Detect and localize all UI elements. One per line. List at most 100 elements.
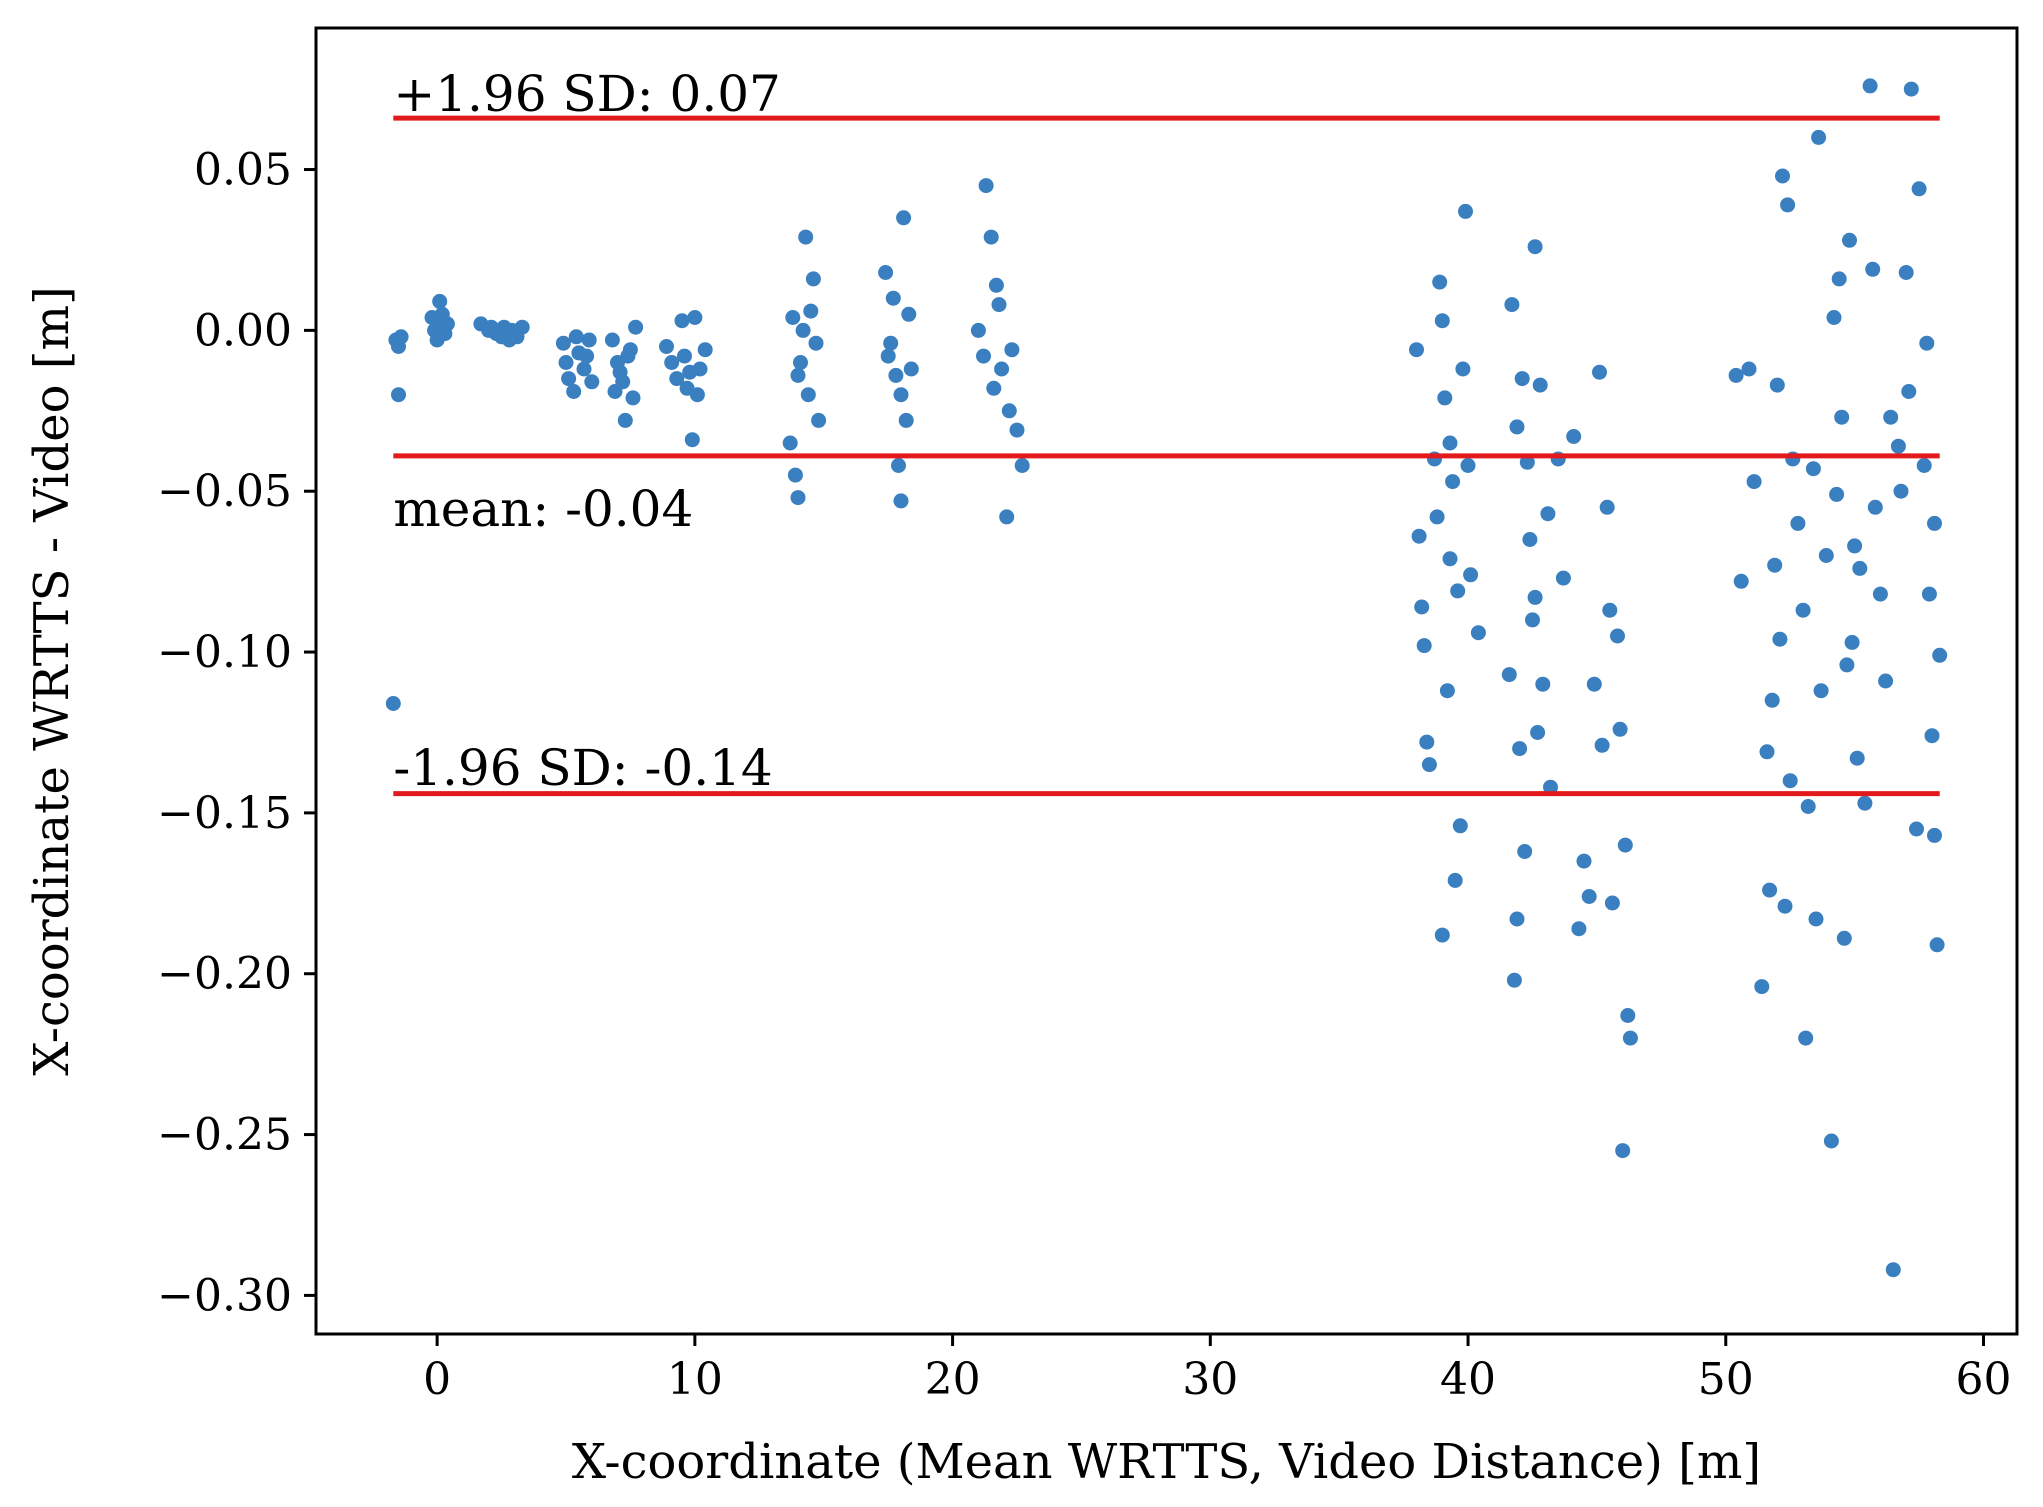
data-point (803, 303, 819, 319)
data-point (800, 387, 816, 403)
data-point (1517, 844, 1533, 859)
data-point (679, 380, 695, 396)
data-point (878, 265, 894, 280)
data-point (1463, 567, 1479, 583)
data-point (1798, 1030, 1814, 1046)
data-point (1823, 1133, 1839, 1149)
x-tick-label: 10 (667, 1354, 723, 1405)
data-point (978, 178, 994, 194)
data-point (1445, 474, 1461, 490)
data-point (1852, 560, 1868, 576)
x-tick-label: 60 (1955, 1354, 2011, 1405)
data-point (970, 322, 986, 338)
x-tick-label: 40 (1440, 1354, 1496, 1405)
data-point (798, 229, 814, 245)
data-point (1522, 532, 1538, 547)
data-point (1805, 461, 1821, 477)
data-point (1777, 898, 1793, 914)
x-axis-ticks: 0 10 20 30 40 50 60 (423, 1334, 2011, 1405)
data-point (1009, 422, 1025, 438)
data-point (1924, 728, 1940, 744)
data-point (1764, 692, 1780, 708)
data-point (1610, 628, 1625, 644)
data-point (1878, 673, 1894, 689)
data-point (1004, 342, 1020, 358)
data-point (393, 329, 409, 345)
data-point (1519, 454, 1535, 470)
data-point (1829, 486, 1845, 502)
data-point (1808, 911, 1824, 927)
data-point (893, 493, 909, 509)
data-point (1759, 744, 1775, 760)
data-point (1769, 377, 1785, 393)
data-point (805, 271, 821, 287)
data-point (1903, 81, 1919, 97)
data-point (1555, 570, 1571, 586)
data-point (1800, 799, 1816, 814)
data-point (1615, 1143, 1631, 1159)
data-point (1543, 779, 1558, 795)
data-point (1927, 515, 1942, 531)
data-point (612, 364, 628, 380)
data-point (617, 412, 633, 428)
data-point (1927, 827, 1942, 843)
lower-limit-label: -1.96 SD: -0.14 (393, 739, 772, 797)
data-point (1746, 474, 1762, 490)
upper-limit-label: +1.96 SD: 0.07 (393, 65, 781, 123)
data-point (1782, 773, 1798, 789)
data-point (1839, 657, 1855, 673)
plot-frame (314, 26, 2019, 1336)
data-point (1780, 197, 1796, 213)
data-point (1437, 390, 1453, 406)
data-point (1790, 515, 1806, 531)
data-point (1741, 361, 1757, 377)
data-point (664, 355, 680, 370)
data-point (883, 335, 899, 351)
data-point (1592, 364, 1607, 380)
data-point (1458, 203, 1473, 219)
data-point (1826, 310, 1842, 325)
data-point (566, 384, 582, 399)
data-point (1416, 638, 1432, 654)
data-point (514, 319, 530, 335)
y-axis-ticks: 0.05 0.00 −0.05 −0.10 −0.15 −0.20 −0.25 −0.30 (157, 145, 316, 1321)
data-point (1530, 725, 1546, 740)
data-point (888, 367, 904, 383)
x-tick-label: 20 (925, 1354, 981, 1405)
data-point (903, 361, 919, 377)
data-point (604, 332, 620, 348)
data-point (501, 332, 517, 348)
data-point (1455, 361, 1471, 377)
data-point (1419, 734, 1435, 750)
data-point (561, 371, 577, 387)
data-point (808, 335, 824, 351)
data-point (1883, 409, 1899, 425)
data-point (1811, 129, 1827, 145)
data-point (811, 412, 827, 428)
data-point (584, 374, 600, 390)
data-point (1813, 683, 1829, 699)
data-point (1932, 647, 1948, 663)
data-point (790, 490, 806, 506)
data-point (1901, 384, 1917, 399)
data-point (1909, 821, 1924, 837)
y-tick-label: −0.10 (157, 627, 292, 678)
data-point (568, 329, 584, 345)
data-point (1571, 921, 1587, 937)
data-point (1470, 625, 1486, 641)
data-point (687, 310, 703, 325)
data-point (1847, 538, 1863, 554)
data-point (1434, 313, 1450, 329)
data-point (1527, 239, 1543, 255)
data-point (1831, 271, 1847, 287)
data-point (994, 361, 1010, 377)
data-point (1581, 889, 1597, 904)
data-point (1602, 602, 1618, 618)
data-point (1421, 757, 1437, 773)
data-point (1501, 667, 1517, 683)
data-point (1512, 741, 1528, 757)
data-point (625, 390, 641, 406)
data-point (1447, 872, 1463, 888)
data-point (1890, 438, 1906, 454)
data-point (1509, 419, 1525, 435)
